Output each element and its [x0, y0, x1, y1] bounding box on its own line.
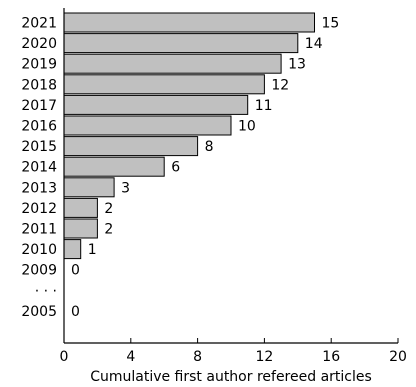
category-label: 2020	[21, 36, 57, 52]
value-label: 15	[322, 16, 340, 32]
value-label: 2	[104, 201, 113, 217]
value-label: 6	[171, 160, 180, 176]
bar	[63, 94, 249, 115]
value-label: 13	[288, 57, 306, 73]
x-ticks-group: 0 4 8 12 16 20	[60, 338, 407, 365]
x-axis-title: Cumulative first author refereed article…	[90, 369, 372, 385]
bar	[63, 33, 299, 54]
category-label: · · ·	[35, 283, 57, 299]
value-label: 14	[305, 36, 323, 52]
category-label: 2019	[21, 57, 57, 73]
category-label: 2014	[21, 160, 57, 176]
x-tick-label: 20	[389, 349, 407, 365]
bar	[63, 53, 282, 74]
bar	[63, 156, 165, 177]
bar	[63, 12, 315, 33]
value-label: 1	[88, 242, 97, 258]
x-tick-label: 16	[322, 349, 340, 365]
bar	[63, 115, 232, 136]
category-labels-group: 2021 2020 2019 2018 2017 2016 2015 2014 2013 2012…	[21, 16, 57, 320]
category-label: 2005	[21, 304, 57, 320]
value-label: 2	[104, 222, 113, 238]
value-label: 10	[238, 119, 256, 135]
category-label: 2011	[21, 222, 57, 238]
category-label: 2017	[21, 98, 57, 114]
bar	[63, 74, 265, 95]
category-label: 2018	[21, 77, 57, 93]
category-label: 2009	[21, 263, 57, 279]
category-label: 2015	[21, 139, 57, 155]
bar	[63, 197, 98, 218]
x-tick-label: 0	[60, 349, 69, 365]
x-tick-label: 4	[126, 349, 135, 365]
category-label: 2016	[21, 119, 57, 135]
bar	[63, 136, 199, 157]
value-label: 0	[71, 263, 80, 279]
category-label: 2021	[21, 16, 57, 32]
category-label: 2012	[21, 201, 57, 217]
value-label: 11	[255, 98, 273, 114]
category-label: 2010	[21, 242, 57, 258]
value-label: 8	[205, 139, 214, 155]
x-tick-label: 8	[193, 349, 202, 365]
x-tick-label: 12	[255, 349, 273, 365]
bars-group	[63, 12, 315, 260]
bar	[63, 239, 82, 260]
category-label: 2013	[21, 180, 57, 196]
value-label: 0	[71, 304, 80, 320]
value-label: 12	[271, 77, 289, 93]
bar	[63, 177, 115, 198]
value-label: 3	[121, 180, 130, 196]
bar	[63, 218, 98, 239]
